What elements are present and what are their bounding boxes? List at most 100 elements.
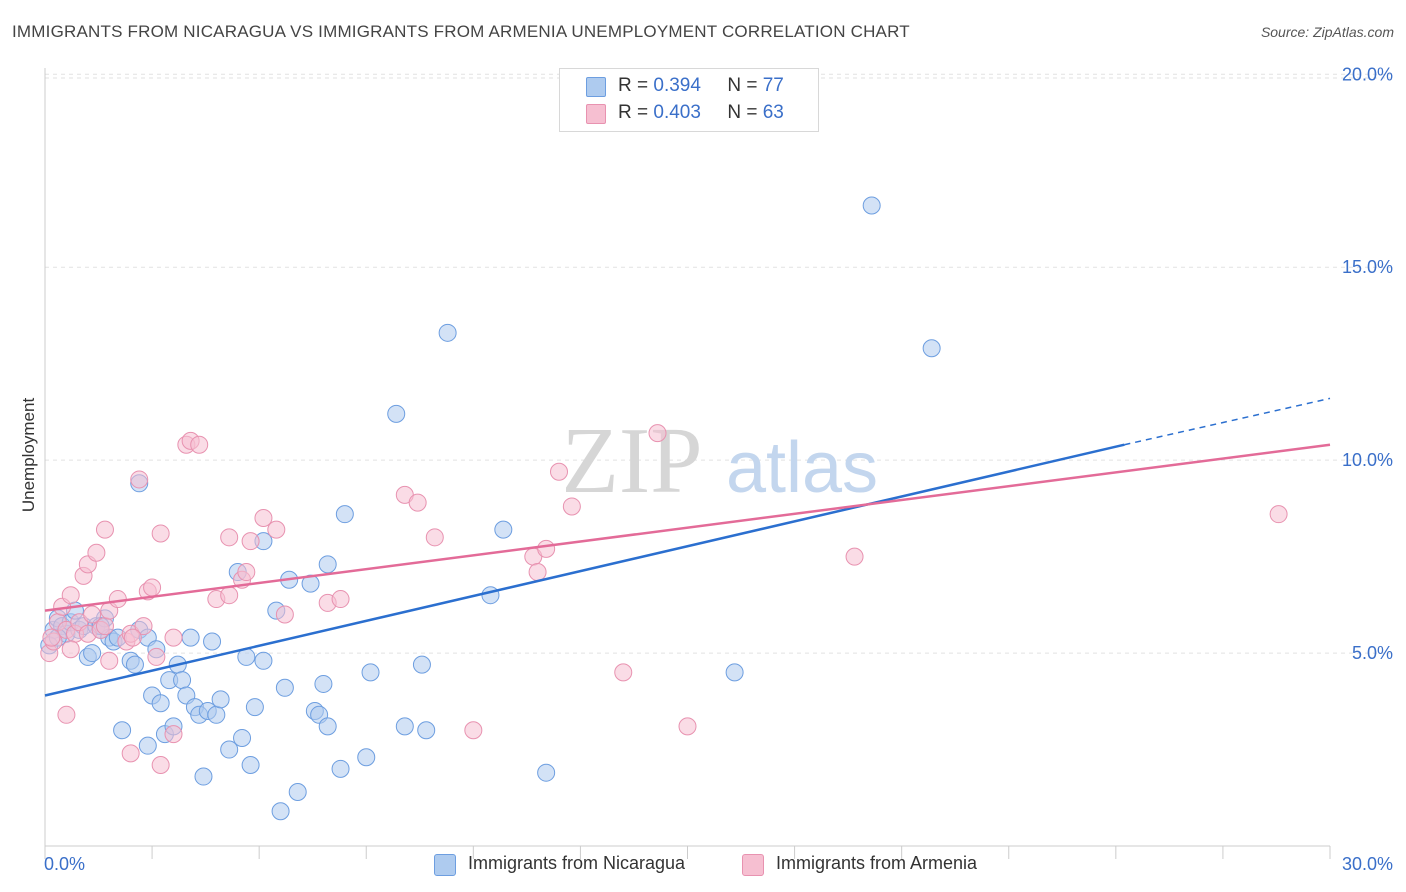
data-point-armenia (123, 628, 142, 647)
data-point-armenia (61, 586, 80, 605)
y-tick-label: 10.0% (1342, 450, 1393, 470)
data-point-armenia (220, 528, 239, 547)
bottom-legend-label: Immigrants from Armenia (776, 853, 978, 873)
data-point-armenia (108, 590, 127, 609)
data-point-armenia (614, 663, 633, 682)
bottom-legend-label: Immigrants from Nicaragua (468, 853, 686, 873)
data-point-armenia (121, 744, 140, 763)
correlation-legend: R = 0.394 N = 77 R = 0.403 N = 63 (559, 68, 819, 132)
chart-title: IMMIGRANTS FROM NICARAGUA VS IMMIGRANTS … (12, 22, 910, 41)
data-point-nicaragua (395, 717, 414, 736)
y-tick-label: 20.0% (1342, 64, 1393, 84)
data-point-nicaragua (412, 655, 431, 674)
data-point-armenia (425, 528, 444, 547)
watermark-atlas: atlas (726, 428, 878, 508)
data-point-armenia (408, 493, 427, 512)
legend-r-value: 0.394 (653, 75, 701, 96)
data-point-nicaragua (387, 404, 406, 423)
data-point-armenia (95, 520, 114, 539)
data-point-nicaragua (438, 323, 457, 342)
data-point-nicaragua (357, 748, 376, 767)
data-point-armenia (254, 509, 273, 528)
axes (44, 68, 1331, 859)
data-point-armenia (562, 497, 581, 516)
tick-labels: 5.0% 10.0% 15.0% 20.0% 0.0% 30.0% (44, 64, 1393, 874)
data-point-armenia (550, 462, 568, 481)
data-point-armenia (147, 647, 166, 666)
data-point-nicaragua (125, 655, 144, 674)
y-axis-label: Unemployment (19, 398, 38, 513)
data-point-armenia (57, 705, 76, 724)
data-point-armenia (537, 539, 556, 558)
data-point-armenia (241, 532, 260, 551)
data-point-armenia (100, 651, 119, 670)
data-point-armenia (220, 586, 239, 605)
bottom-legend-swatch-blue (434, 854, 456, 876)
y-tick-label: 5.0% (1352, 643, 1393, 663)
data-point-armenia (164, 725, 183, 744)
x-tick-label: 0.0% (44, 854, 85, 874)
data-point-nicaragua (245, 698, 264, 717)
data-point-nicaragua (194, 767, 213, 786)
data-point-armenia (143, 578, 162, 597)
data-point-nicaragua (288, 782, 307, 801)
data-point-armenia (87, 543, 106, 562)
data-point-armenia (237, 563, 256, 582)
data-point-nicaragua (271, 802, 290, 821)
data-point-armenia (1269, 505, 1288, 524)
data-point-armenia (134, 617, 153, 636)
data-point-armenia (95, 617, 114, 636)
data-point-nicaragua (173, 671, 192, 690)
legend-r-label: R = (618, 75, 649, 96)
data-point-nicaragua (537, 763, 556, 782)
data-point-armenia (678, 717, 697, 736)
legend-r-label: R = (618, 102, 649, 123)
data-point-armenia (190, 435, 209, 454)
data-point-nicaragua (151, 694, 170, 713)
data-point-nicaragua (220, 740, 239, 759)
trend-line-nicaragua (44, 443, 1125, 697)
data-point-armenia (83, 605, 102, 624)
trend-line-armenia (44, 443, 1331, 612)
data-point-armenia (464, 721, 483, 740)
data-point-nicaragua (331, 759, 350, 778)
data-point-nicaragua (233, 728, 252, 747)
data-point-nicaragua (922, 339, 941, 358)
data-point-armenia (648, 424, 667, 443)
data-point-nicaragua (335, 505, 354, 524)
data-point-nicaragua (254, 651, 273, 670)
data-point-armenia (845, 547, 864, 566)
data-point-nicaragua (417, 721, 436, 740)
data-point-nicaragua (83, 644, 102, 663)
legend-n-value: 77 (762, 75, 784, 96)
watermark-zip: ZIP (562, 409, 703, 513)
data-point-nicaragua (862, 196, 881, 215)
source-label: Source: ZipAtlas.com (1260, 24, 1394, 40)
data-point-nicaragua (113, 721, 132, 740)
series-armenia-points (40, 424, 1288, 774)
data-point-nicaragua (314, 674, 333, 693)
data-point-nicaragua (207, 705, 226, 724)
data-point-nicaragua (318, 717, 337, 736)
data-point-armenia (61, 640, 80, 659)
data-point-nicaragua (203, 632, 222, 651)
x-tick-label: 30.0% (1342, 854, 1393, 874)
legend-r-value: 0.403 (653, 102, 701, 123)
trend-lines (44, 397, 1331, 697)
data-point-armenia (151, 755, 170, 774)
legend-n-label: N = (727, 102, 758, 123)
data-point-armenia (130, 470, 149, 489)
data-point-nicaragua (361, 663, 380, 682)
data-point-nicaragua (318, 555, 337, 574)
legend-n-value: 63 (762, 102, 784, 123)
data-point-armenia (331, 590, 350, 609)
data-point-nicaragua (241, 755, 260, 774)
data-point-armenia (275, 605, 294, 624)
data-point-nicaragua (725, 663, 744, 682)
data-point-nicaragua (481, 586, 500, 605)
data-point-armenia (151, 524, 170, 543)
data-point-nicaragua (211, 690, 230, 709)
legend-swatch-pink (586, 104, 606, 124)
data-point-nicaragua (275, 678, 294, 697)
